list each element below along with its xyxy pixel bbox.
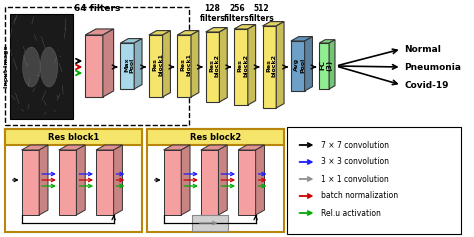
Polygon shape — [21, 150, 39, 215]
FancyBboxPatch shape — [192, 215, 228, 231]
Text: Normal: Normal — [404, 45, 441, 54]
Polygon shape — [191, 31, 199, 97]
Polygon shape — [305, 36, 312, 91]
Ellipse shape — [40, 47, 58, 87]
Polygon shape — [234, 29, 248, 105]
Polygon shape — [181, 145, 190, 215]
Text: Rel.u activation: Rel.u activation — [321, 209, 381, 218]
Polygon shape — [255, 145, 264, 215]
Polygon shape — [96, 145, 122, 150]
Text: 128
filters: 128 filters — [200, 4, 226, 23]
FancyBboxPatch shape — [287, 127, 461, 234]
Polygon shape — [319, 43, 329, 89]
Polygon shape — [164, 145, 190, 150]
Polygon shape — [103, 29, 114, 97]
Polygon shape — [234, 25, 255, 29]
Text: Max
Pool: Max Pool — [124, 57, 135, 73]
Polygon shape — [219, 27, 227, 102]
Text: Res block2: Res block2 — [190, 132, 241, 141]
Polygon shape — [263, 22, 284, 26]
Text: 7 × 7 convolution: 7 × 7 convolution — [321, 141, 389, 150]
Polygon shape — [206, 32, 219, 102]
Polygon shape — [319, 40, 335, 43]
Text: FC
(3): FC (3) — [319, 60, 332, 71]
Text: 64 filters: 64 filters — [74, 4, 120, 13]
Text: Res
block2: Res block2 — [266, 55, 277, 77]
Text: 3 × 3 convolution: 3 × 3 convolution — [321, 158, 389, 167]
FancyBboxPatch shape — [5, 129, 142, 145]
Text: Res
block1: Res block1 — [181, 53, 191, 76]
Text: Res
block2: Res block2 — [209, 55, 220, 77]
Polygon shape — [76, 145, 85, 215]
Polygon shape — [201, 150, 219, 215]
Text: 512
filters: 512 filters — [249, 4, 274, 23]
Polygon shape — [163, 31, 171, 97]
Polygon shape — [291, 41, 305, 91]
FancyBboxPatch shape — [5, 7, 189, 125]
Polygon shape — [201, 145, 227, 150]
Polygon shape — [59, 145, 85, 150]
Text: Avg
Pool: Avg Pool — [294, 57, 305, 73]
Polygon shape — [248, 25, 255, 105]
Polygon shape — [164, 150, 181, 215]
Polygon shape — [120, 39, 142, 43]
Text: batch normalization: batch normalization — [321, 191, 398, 201]
Polygon shape — [85, 29, 114, 35]
Polygon shape — [276, 22, 284, 108]
Polygon shape — [134, 39, 142, 89]
Text: Res block1: Res block1 — [48, 132, 99, 141]
Text: Res
block2: Res block2 — [237, 55, 248, 77]
Polygon shape — [263, 26, 276, 108]
Text: Input Image: Input Image — [4, 46, 9, 88]
Text: Covid-19: Covid-19 — [404, 81, 449, 90]
Polygon shape — [21, 145, 48, 150]
Polygon shape — [206, 27, 227, 32]
Polygon shape — [114, 145, 122, 215]
Polygon shape — [238, 150, 255, 215]
Polygon shape — [291, 36, 312, 41]
FancyBboxPatch shape — [147, 129, 284, 145]
Polygon shape — [177, 31, 199, 35]
Polygon shape — [39, 145, 48, 215]
Polygon shape — [120, 43, 134, 89]
Text: Pneumonia: Pneumonia — [404, 63, 462, 72]
Bar — [10, 14, 73, 119]
Ellipse shape — [23, 47, 40, 87]
FancyBboxPatch shape — [5, 129, 142, 232]
Text: 1 × 1 convolution: 1 × 1 convolution — [321, 174, 389, 183]
Polygon shape — [96, 150, 114, 215]
FancyBboxPatch shape — [147, 129, 284, 232]
Polygon shape — [149, 35, 163, 97]
Polygon shape — [238, 145, 264, 150]
Polygon shape — [149, 31, 171, 35]
Polygon shape — [329, 40, 335, 89]
Text: Res
block1: Res block1 — [152, 53, 163, 76]
Polygon shape — [85, 35, 103, 97]
Polygon shape — [219, 145, 227, 215]
Text: 256
filters: 256 filters — [224, 4, 250, 23]
Polygon shape — [59, 150, 76, 215]
Polygon shape — [177, 35, 191, 97]
